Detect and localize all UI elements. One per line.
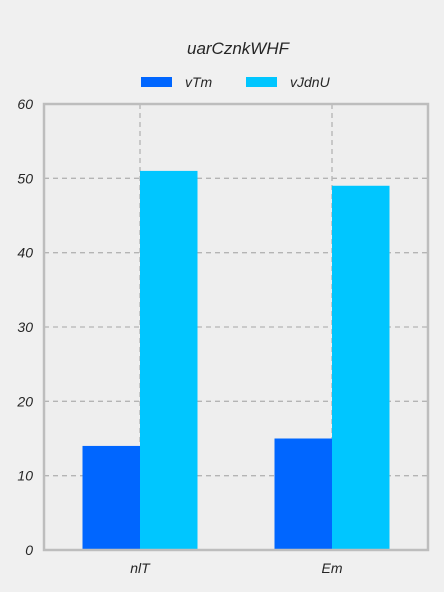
- bar-vTm-Em: [274, 438, 332, 550]
- y-tick-label: 10: [17, 468, 33, 484]
- legend: vTm vJdnU: [141, 74, 331, 90]
- y-tick-label: 30: [17, 319, 33, 335]
- x-tick-label: nlT: [130, 560, 151, 576]
- legend-label: vTm: [185, 74, 213, 90]
- chart-title: uarCznkWHF: [187, 39, 291, 58]
- bars: [82, 170, 390, 550]
- y-tick-label: 0: [25, 542, 33, 558]
- y-tick-label: 20: [16, 393, 33, 409]
- bar-vJdnU-Em: [332, 185, 390, 550]
- legend-swatch: [141, 77, 172, 87]
- y-tick-label: 40: [17, 245, 33, 261]
- y-tick-label: 60: [17, 96, 33, 112]
- bar-vJdnU-nlT: [140, 170, 198, 550]
- y-axis-ticks: 0 10 20 30 40 50 60: [16, 96, 33, 558]
- legend-swatch: [246, 77, 277, 87]
- legend-label: vJdnU: [290, 74, 331, 90]
- x-tick-label: Em: [322, 560, 343, 576]
- bar-vTm-nlT: [82, 445, 140, 550]
- x-axis-ticks: nlT Em: [130, 560, 343, 576]
- y-tick-label: 50: [17, 170, 33, 186]
- plot-frame: [42, 102, 430, 552]
